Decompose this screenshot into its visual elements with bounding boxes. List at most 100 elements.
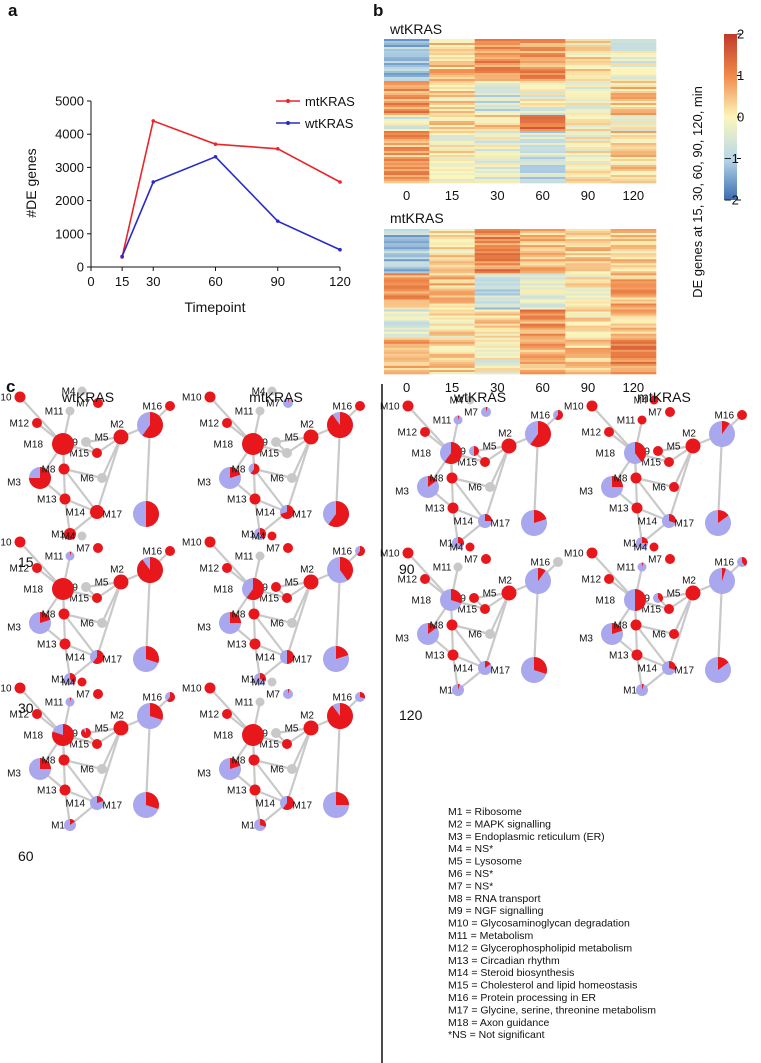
heatmap-wt-cell xyxy=(610,175,657,178)
heatmap-wt-cell xyxy=(474,165,521,168)
heatmap-mt-cell xyxy=(565,325,611,328)
network-edge xyxy=(144,569,152,660)
node-label-M12: M12 xyxy=(398,575,418,586)
heatmap-wt-cell xyxy=(610,145,657,148)
node-M2-up-slice xyxy=(136,557,163,584)
heatmap-wt-cell xyxy=(565,69,611,72)
heatmap-wt-cell xyxy=(610,111,657,114)
node-label-M18: M18 xyxy=(596,596,616,607)
heatmap-wt-cell xyxy=(565,125,611,128)
heatmap-wt-cell xyxy=(520,115,566,118)
heatmap-wt-cell xyxy=(610,163,657,166)
heatmap-wt-cell xyxy=(429,123,475,126)
node-M4 xyxy=(267,677,277,687)
node-M18 xyxy=(52,578,74,600)
heatmap-wt-cell xyxy=(474,141,521,144)
heatmap-mt-cell xyxy=(520,265,566,268)
node-M18 xyxy=(242,433,264,455)
heatmap-mt-cell xyxy=(520,249,566,252)
node-label-M12: M12 xyxy=(200,564,220,575)
heatmap-wt-cell xyxy=(384,71,430,74)
heatmaps: wtKRAS mtKRAS DE genes at 15, 30, 60, 90… xyxy=(384,21,744,395)
heatmap-mt-cell xyxy=(474,353,521,357)
heatmap-wt-cell xyxy=(474,143,521,146)
heatmap-wt-cell xyxy=(429,79,475,82)
node-M7 xyxy=(93,398,103,408)
heatmap-mt-cell xyxy=(565,295,611,298)
heatmap-wt-cell xyxy=(384,83,430,86)
heatmap-wt-cell xyxy=(610,165,657,168)
panel-label-c: c xyxy=(6,377,15,396)
node-M16 xyxy=(553,557,563,567)
heatmap-mt-cell xyxy=(610,329,657,332)
heatmap-mt-cell xyxy=(520,369,566,373)
heatmap-mt-cell xyxy=(565,359,611,363)
heatmap-wt-cell xyxy=(474,105,521,108)
heatmap-mt-cell xyxy=(610,239,657,242)
heatmap-wt-cell xyxy=(565,47,611,50)
heatmap-mt-cell xyxy=(520,233,566,236)
heatmap-wt-cell xyxy=(384,93,430,96)
node-label-M8: M8 xyxy=(614,474,628,485)
network-edge xyxy=(285,436,313,513)
heatmap-wt-cell xyxy=(565,147,611,150)
node-label-M15: M15 xyxy=(70,594,90,605)
node-M2-up-slice xyxy=(530,421,551,447)
heatmap-mt-cell xyxy=(565,329,611,332)
heatmap-wt-cell xyxy=(429,71,475,74)
heatmap-wt-cell xyxy=(384,99,430,102)
heatmap-mt-cell xyxy=(429,237,475,240)
heatmap-mt-cell xyxy=(429,317,475,320)
node-label-M13: M13 xyxy=(227,786,247,797)
heatmap-mt-cell xyxy=(429,291,475,294)
heatmap-mt-cell xyxy=(565,343,611,347)
heatmap-wt-cell xyxy=(520,91,566,94)
node-label-M7: M7 xyxy=(76,544,90,555)
heatmap-mt-cell xyxy=(610,305,657,308)
heatmap-wt-cell xyxy=(474,59,521,62)
heatmap-wt-cell xyxy=(474,119,521,122)
heatmap-wt-cell xyxy=(565,107,611,110)
heatmap-wt-cell xyxy=(384,137,430,140)
heatmap-wt-cell xyxy=(429,137,475,140)
heatmap-mt-cell xyxy=(520,343,566,347)
heatmap-wt-cell xyxy=(565,177,611,180)
legend-item: M3 = Endoplasmic reticulum (ER) xyxy=(448,831,605,843)
heatmap-wt-cell xyxy=(384,45,430,48)
heatmap-wt-cell xyxy=(565,65,611,68)
heatmap-mt-cell xyxy=(520,319,566,322)
node-label-M15: M15 xyxy=(70,449,90,460)
heatmap-wt-cell xyxy=(520,169,566,172)
heatmap-mt-cell xyxy=(565,269,611,272)
node-M11 xyxy=(637,415,647,425)
heatmap-mt-cell xyxy=(520,263,566,266)
heatmap-mt-cell xyxy=(474,307,521,310)
heatmap-mt-cell xyxy=(384,359,430,363)
node-label-M7: M7 xyxy=(648,408,662,419)
heatmap-wt-cell xyxy=(429,175,475,178)
heatmap-wt-cell xyxy=(520,129,566,132)
node-M9-up-slice xyxy=(80,728,91,738)
heatmap-wt-cell xyxy=(520,143,566,146)
heatmap-mt-cell xyxy=(429,359,475,363)
heatmap-wt-cell xyxy=(520,73,566,76)
heatmap-wt-cell xyxy=(429,115,475,118)
heatmap-mt-cell xyxy=(520,321,566,324)
heatmap-mt-cell xyxy=(384,299,430,302)
heatmap-mt-cell xyxy=(565,261,611,264)
node-M6 xyxy=(485,629,495,639)
heatmap-wt-cell xyxy=(610,89,657,92)
node-M6 xyxy=(287,618,297,628)
heatmap-mt-cell xyxy=(429,249,475,252)
network-edge xyxy=(451,476,491,489)
heatmap-mt-cell xyxy=(520,341,566,345)
heatmap-wt-cell xyxy=(474,55,521,58)
heatmap-wt-cell xyxy=(610,79,657,82)
node-label-M10: M10 xyxy=(564,549,584,560)
heatmap-mt-cell xyxy=(520,229,566,232)
node-M14-up-slice xyxy=(669,661,677,671)
network-panel: M1M2M3M4M5M6M7M8M9M10M11M12M13M14M15M16M… xyxy=(182,677,366,832)
heatmap-mt-cell xyxy=(384,283,430,286)
heatmap-wt-cell xyxy=(429,83,475,86)
heatmap-wt-cell xyxy=(610,103,657,106)
